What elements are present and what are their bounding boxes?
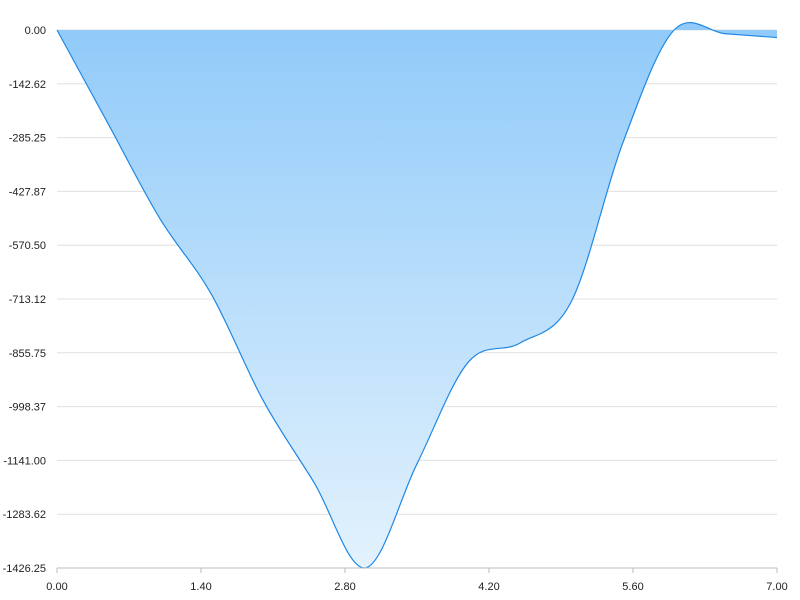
y-tick-label: -713.12	[9, 294, 46, 306]
axes	[56, 567, 778, 573]
y-tick-label: -570.50	[9, 240, 46, 252]
x-tick-label: 5.60	[622, 581, 643, 593]
y-tick-label: -855.75	[9, 348, 46, 360]
y-tick-label: -1141.00	[3, 455, 46, 467]
x-tick-labels: 0.00 1.40 2.80 4.20 5.60 7.00	[46, 581, 787, 593]
x-tick-label: 7.00	[766, 581, 787, 593]
x-tick-label: 0.00	[46, 581, 67, 593]
y-tick-label: -1283.62	[3, 509, 46, 521]
y-tick-label: -998.37	[9, 402, 46, 414]
x-tick-label: 2.80	[334, 581, 355, 593]
x-tick-label: 1.40	[190, 581, 211, 593]
y-tick-label: -427.87	[9, 186, 46, 198]
y-tick-label: -285.25	[9, 133, 46, 145]
area-series	[56, 21, 778, 569]
y-tick-label: -1426.25	[3, 563, 46, 575]
area-fill	[57, 22, 777, 569]
x-tick-label: 4.20	[478, 581, 499, 593]
y-tick-label: 0.00	[25, 25, 46, 37]
y-tick-label: -142.62	[9, 79, 46, 91]
series-line	[56, 21, 778, 569]
y-tick-labels: 0.00 -142.62 -285.25 -427.87 -570.50 -713.12 -…	[3, 25, 46, 575]
